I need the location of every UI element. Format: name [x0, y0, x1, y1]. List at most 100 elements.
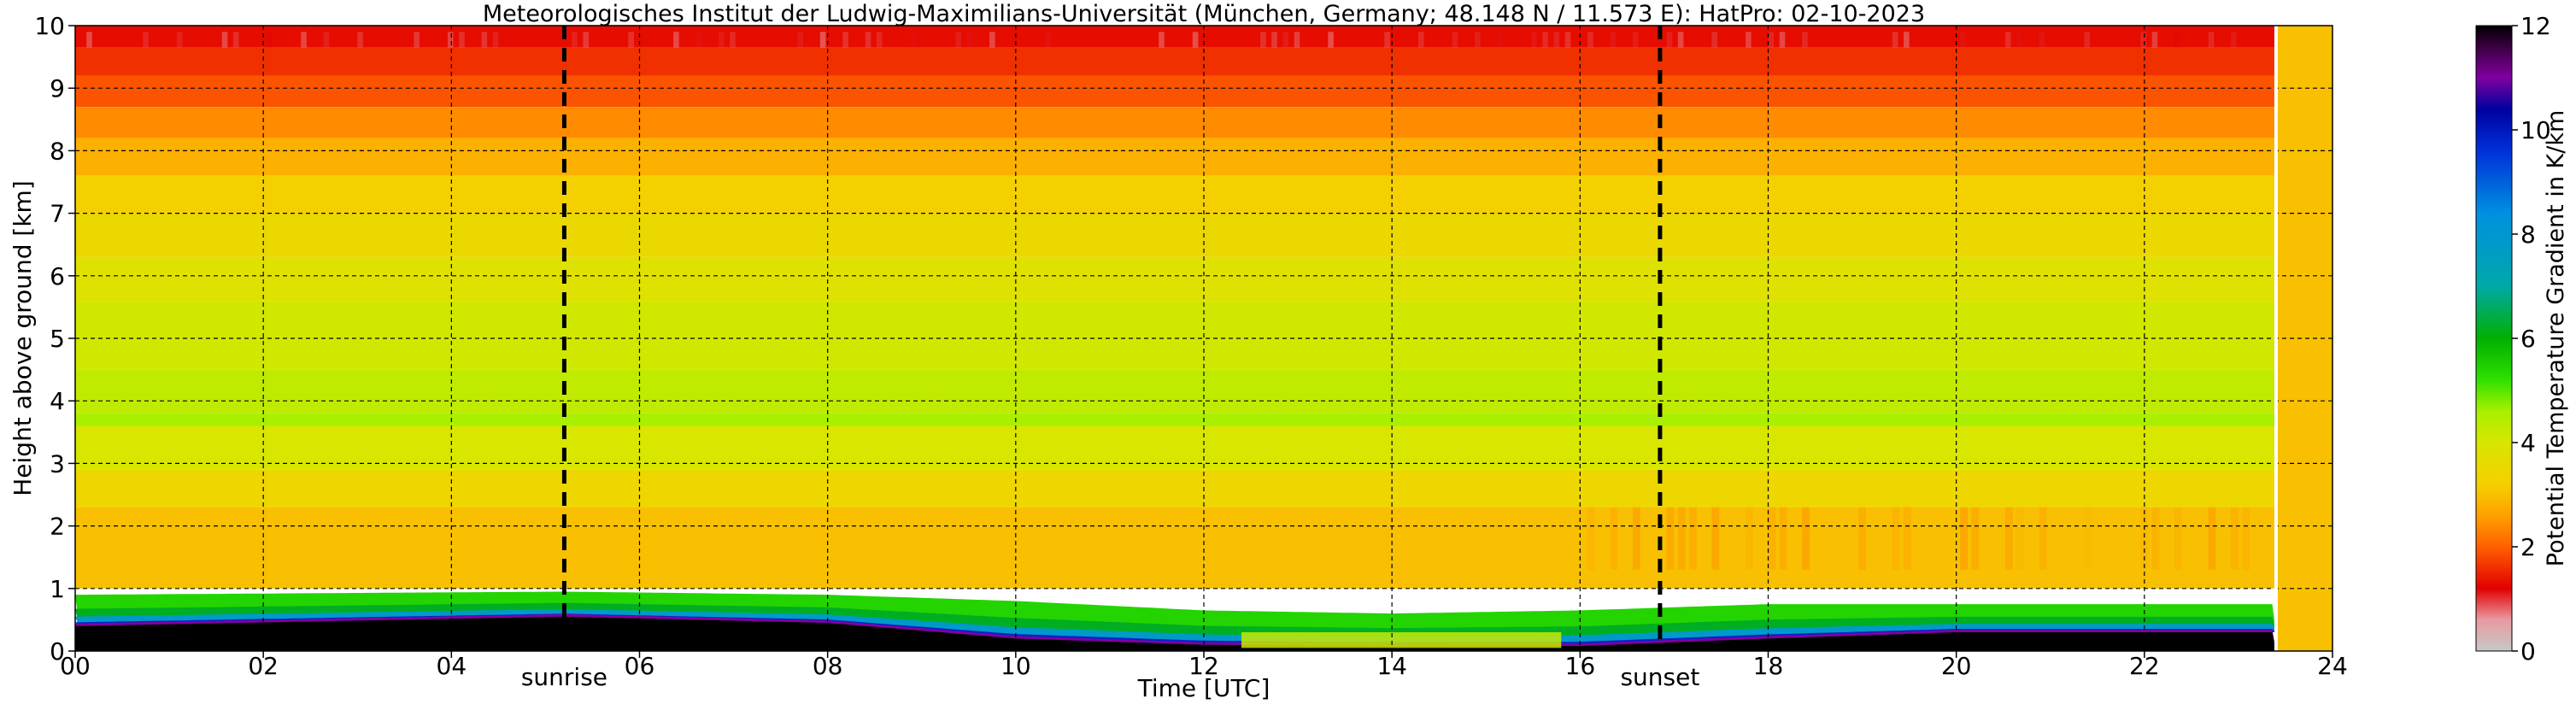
heat-streak: [1711, 32, 1718, 48]
heat-streak: [2242, 507, 2250, 570]
y-tick-label: 0: [50, 637, 65, 666]
heat-streak: [1858, 507, 1866, 570]
plot-area: [75, 26, 2332, 651]
heat-streak: [1159, 32, 1165, 48]
heat-layer: [75, 413, 2276, 426]
heat-streak: [2140, 507, 2149, 570]
heat-streak: [1677, 32, 1684, 48]
heat-streak: [1632, 32, 1639, 48]
heat-streak: [1666, 507, 1675, 570]
heat-streak: [1768, 32, 1775, 48]
heat-streak: [1666, 32, 1673, 48]
heat-streak: [459, 32, 465, 48]
stable-core: [75, 616, 2276, 651]
heat-streak: [797, 32, 804, 48]
heat-streak: [2174, 507, 2182, 570]
heat-streak: [492, 32, 499, 48]
heat-streak: [2004, 32, 2011, 48]
heat-streak: [718, 32, 725, 48]
heat-streak: [1497, 32, 1504, 48]
heat-streak: [1971, 507, 1980, 570]
x-tick-label: 08: [813, 652, 843, 680]
heat-streak: [1294, 32, 1300, 48]
heat-streak: [1960, 32, 1966, 48]
heat-layer: [75, 175, 2276, 214]
boundary-layer: [75, 591, 2276, 651]
colorbar-tick-label: 6: [2520, 325, 2536, 353]
heat-layer: [75, 507, 2276, 589]
heat-streak: [1802, 32, 1808, 48]
colorbar-gradient: [2475, 25, 2513, 652]
heat-streak: [628, 32, 634, 48]
heat-streak: [910, 32, 917, 48]
y-tick-label: 9: [50, 74, 65, 103]
x-axis-ticks: 00 02 04 06 08 10 12 14 16 18 20 22 24: [60, 651, 2348, 680]
heat-streak: [1260, 32, 1266, 48]
heat-streak: [2174, 32, 2180, 48]
y-tick-label: 4: [50, 387, 65, 415]
heat-layer: [75, 425, 2276, 470]
heat-layers: [75, 26, 2332, 651]
y-tick-label: 10: [34, 12, 65, 40]
heat-streak: [2004, 507, 2013, 570]
heat-layer: [75, 213, 2276, 257]
heat-streak: [1610, 32, 1617, 48]
heat-streak: [707, 32, 713, 48]
heat-streaks: [86, 32, 2250, 570]
heat-streak: [2151, 507, 2160, 570]
heat-streak: [2084, 32, 2090, 48]
y-axis-ticks: 0 1 2 3 4 5 6 7 8 9 10: [34, 12, 75, 666]
x-tick-label: 14: [1376, 652, 1407, 680]
heat-streak: [876, 32, 883, 48]
heat-streak: [955, 32, 961, 48]
event-labels: sunrise sunset: [521, 663, 1700, 691]
heat-streak: [1192, 32, 1199, 48]
heat-layer: [75, 26, 2276, 48]
y-tick-label: 2: [50, 513, 65, 541]
chart-title: Meteorologisches Institut der Ludwig-Max…: [483, 1, 1925, 27]
heat-streak: [1960, 507, 1968, 570]
heat-streak: [1689, 507, 1697, 570]
heat-streak: [1768, 507, 1776, 570]
y-axis-label: Height above ground [km]: [9, 180, 37, 496]
colorbar-tick-label: 8: [2520, 220, 2536, 249]
heat-streak: [1417, 32, 1424, 48]
event-label-sunrise: sunrise: [521, 663, 607, 691]
heat-streak: [2231, 32, 2237, 48]
heat-streak: [143, 32, 149, 48]
heat-streak: [730, 32, 736, 48]
x-tick-label: 02: [248, 652, 279, 680]
x-axis-label: Time [UTC]: [1137, 674, 1270, 702]
heat-layer: [75, 256, 2276, 302]
y-tick-label: 5: [50, 325, 65, 353]
heat-streak: [447, 32, 454, 48]
heat-streak: [1892, 32, 1898, 48]
heat-streak: [2208, 32, 2215, 48]
heat-streak: [2016, 32, 2022, 48]
heat-streak: [1542, 32, 1548, 48]
heat-streak: [323, 32, 330, 48]
x-tick-label: 10: [1000, 652, 1031, 680]
heat-streak: [673, 32, 679, 48]
heat-streak: [1802, 507, 1810, 570]
heat-streak: [221, 32, 228, 48]
y-tick-label: 8: [50, 137, 65, 165]
heat-streak: [1531, 32, 1537, 48]
colorbar-tick-label: 2: [2520, 533, 2536, 561]
heat-streak: [1328, 32, 1334, 48]
heat-streak: [1384, 32, 1390, 48]
heat-streak: [695, 32, 702, 48]
heat-streak: [1610, 507, 1618, 570]
heat-streak: [1587, 32, 1593, 48]
heat-streak: [1904, 507, 1911, 570]
heat-streak: [86, 32, 92, 48]
heat-streak: [2016, 507, 2024, 570]
heat-layer: [75, 469, 2276, 507]
x-tick-label: 16: [1565, 652, 1596, 680]
heat-streak: [1587, 507, 1595, 570]
heat-streak: [1452, 32, 1458, 48]
colorbar-ticks: 0 2 4 6 8 10 12: [2512, 12, 2551, 666]
heat-streak: [176, 32, 183, 48]
heat-streak: [2140, 32, 2147, 48]
